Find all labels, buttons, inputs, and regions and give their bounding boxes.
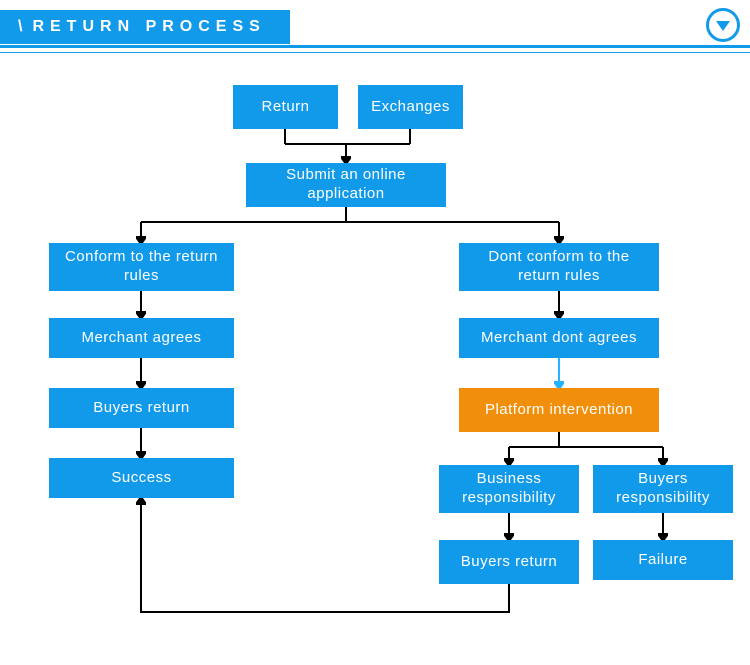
node-mdont: Merchant dont agrees [459, 318, 659, 358]
node-buyret2: Buyers return [439, 540, 579, 584]
node-dontconform: Dont conform to the return rules [459, 243, 659, 291]
node-failure: Failure [593, 540, 733, 580]
node-buyresp: Buyers responsibility [593, 465, 733, 513]
node-conform: Conform to the return rules [49, 243, 234, 291]
node-success: Success [49, 458, 234, 498]
node-return: Return [233, 85, 338, 129]
node-exchanges: Exchanges [358, 85, 463, 129]
node-buyret1: Buyers return [49, 388, 234, 428]
diagram-stage: \ RETURN PROCESS ReturnExchangesSubmit a… [0, 0, 750, 665]
node-submit: Submit an online application [246, 163, 446, 207]
node-magree: Merchant agrees [49, 318, 234, 358]
node-platform: Platform intervention [459, 388, 659, 432]
node-bizresp: Business responsibility [439, 465, 579, 513]
